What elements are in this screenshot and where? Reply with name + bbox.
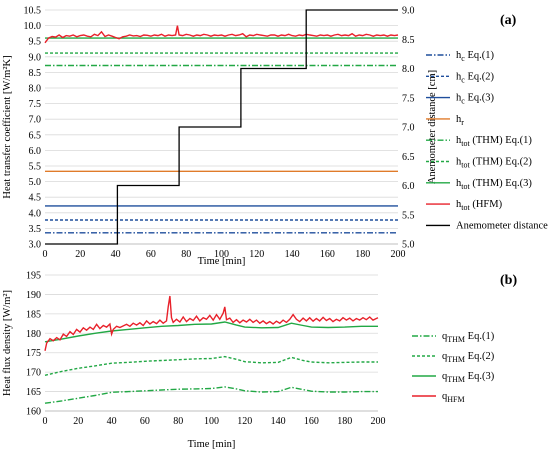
panel1-y-axis-label: Heat transfer coefficient [W/m²K] [2, 55, 13, 198]
panel1-ytick-label: 7.5 [29, 99, 42, 110]
panel1-y2tick-label: 7.5 [402, 93, 415, 104]
panel2-ytick-label: 195 [26, 271, 41, 282]
panel1-xtick-label: 180 [355, 249, 370, 260]
panel2-y-axis-label: Heat flux density [W/m²] [2, 290, 13, 396]
panel1-y2tick-label: 8.0 [402, 64, 415, 75]
panel1-ytick-label: 9.5 [29, 37, 42, 48]
panel1-xtick-label: 40 [111, 249, 121, 260]
panel1-ytick-label: 6.0 [29, 146, 42, 157]
panel1-series-line-7 [44, 25, 399, 44]
panel2-xtick-label: 100 [204, 416, 219, 427]
panel1-legend-label-7: htot (HFM) [456, 199, 503, 212]
panel1-xtick-label: 200 [391, 249, 406, 260]
panel2-series-line-0 [44, 386, 378, 404]
panel1-ytick-label: 4.5 [29, 193, 42, 204]
panel1-legend-label-5: htot (THM) Eq.(2) [456, 157, 532, 170]
panel2-x-axis-label: Time [min] [188, 439, 236, 450]
panel1-xtick-label: 120 [249, 249, 264, 260]
panel1-ytick-label: 3.5 [29, 224, 42, 235]
panel1-xtick-label: 100 [214, 249, 229, 260]
panel2-legend-label-1: qTHM Eq.(2) [442, 351, 495, 364]
panel1-ytick-label: 8.0 [29, 84, 42, 95]
panel2-ytick-label: 180 [26, 329, 41, 340]
panel1-ytick-label: 5.0 [29, 177, 42, 188]
panel2-ytick-label: 160 [26, 407, 41, 418]
panel1-y2tick-label: 9.0 [402, 6, 415, 17]
panel2-panel-label: (b) [500, 273, 517, 288]
panel1-ytick-label: 4.0 [29, 208, 42, 219]
panel1-x-axis-label: Time [min] [198, 256, 246, 267]
panel1-xtick-label: 20 [75, 249, 85, 260]
panel1-ytick-label: 9.0 [29, 52, 42, 63]
panel1-legend-label-3: hr [456, 114, 464, 127]
panel1-panel-label: (a) [500, 13, 517, 28]
panel1-legend-label-8: Anemometer distance [456, 220, 548, 231]
panel2-ytick-label: 170 [26, 368, 41, 379]
panel2-xtick-label: 40 [107, 416, 117, 427]
panel1-y2tick-label: 6.5 [402, 152, 415, 163]
panel1-ytick-label: 3.0 [29, 240, 42, 251]
panel2-xtick-label: 0 [43, 416, 48, 427]
panel1-legend-label-6: htot (THM) Eq.(3) [456, 178, 532, 191]
panel1-legend-label-4: htot (THM) Eq.(1) [456, 135, 532, 148]
panel1-ytick-label: 7.0 [29, 115, 42, 126]
panel2-legend-label-3: qHFM [442, 391, 465, 404]
panel2-xtick-label: 60 [140, 416, 150, 427]
panel2-xtick-label: 120 [237, 416, 252, 427]
panel2-ytick-label: 190 [26, 290, 41, 301]
panel1-legend-label-2: hc Eq.(3) [456, 93, 494, 106]
panel1-legend-label-0: hc Eq.(1) [456, 50, 494, 63]
panel2-series-line-1 [44, 355, 378, 376]
panel1-y2tick-label: 5.0 [402, 240, 415, 251]
panel1-xtick-label: 160 [320, 249, 335, 260]
panel1-y2tick-label: 5.5 [402, 210, 415, 221]
panel1-xtick-label: 140 [285, 249, 300, 260]
panel1-xtick-label: 60 [146, 249, 156, 260]
panel2-legend-label-2: qTHM Eq.(3) [442, 371, 495, 384]
panel1-y2tick-label: 6.0 [402, 181, 415, 192]
panel1-series-line-8 [45, 9, 398, 245]
panel2-xtick-label: 180 [337, 416, 352, 427]
panel2-legend-label-0: qTHM Eq.(1) [442, 331, 495, 344]
panel2-series-line-3 [44, 295, 379, 351]
panel2-series-line-2 [44, 321, 378, 343]
panel1-legend-label-1: hc Eq.(2) [456, 71, 494, 84]
panel1-xtick-label: 0 [43, 249, 48, 260]
panel2-xtick-label: 140 [271, 416, 286, 427]
panel1-y2-axis-label: Anemometer distance [cm] [427, 70, 438, 184]
panel1-xtick-label: 80 [181, 249, 191, 260]
panel1-ytick-label: 6.5 [29, 130, 42, 141]
panel2-ytick-label: 185 [26, 309, 41, 320]
panel2-ytick-label: 175 [26, 348, 41, 359]
panel1-y2tick-label: 7.0 [402, 123, 415, 134]
panel2-xtick-label: 160 [304, 416, 319, 427]
panel2-xtick-label: 20 [73, 416, 83, 427]
panel1-ytick-label: 5.5 [29, 162, 42, 173]
panel1-ytick-label: 8.5 [29, 68, 42, 79]
panel1-ytick-label: 10.5 [24, 6, 42, 17]
panel2-xtick-label: 80 [173, 416, 183, 427]
panel2-ytick-label: 165 [26, 387, 41, 398]
panel2-xtick-label: 200 [371, 416, 386, 427]
panel1-y2tick-label: 8.5 [402, 35, 415, 46]
panel1-ytick-label: 10.0 [24, 21, 42, 32]
